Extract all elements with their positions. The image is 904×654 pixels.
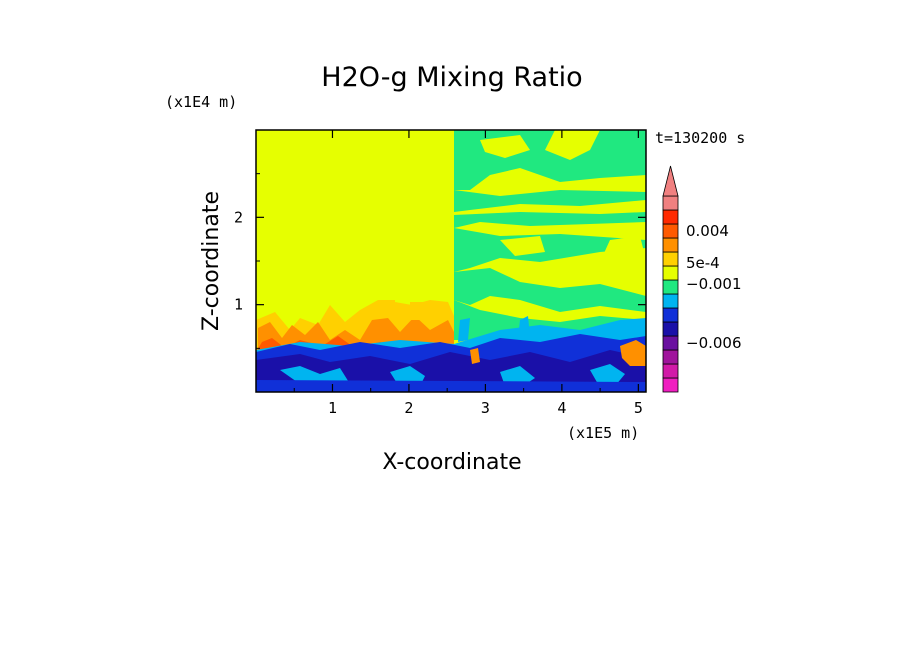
axis-ticks: 1 2 3 4 5 1 2	[234, 130, 646, 417]
orange-right-blobs	[470, 340, 646, 366]
colorbar: 0.004 5e-4 −0.001 −0.006	[662, 165, 742, 393]
colorbar-segment	[662, 237, 679, 253]
colorbar-segment	[662, 251, 679, 267]
colorbar-segment	[662, 195, 679, 211]
colorbar-extend-arrow	[662, 165, 679, 197]
blue-boundary-layer	[256, 334, 646, 392]
colorbar-segment	[662, 349, 679, 365]
colorbar-segment	[662, 307, 679, 323]
x-tick-label: 5	[634, 399, 643, 417]
time-label: t=130200 s	[655, 129, 745, 147]
colorbar-label: 0.004	[686, 222, 729, 240]
colorbar-segment	[662, 293, 679, 309]
colorbar-segment	[662, 377, 679, 393]
colorbar-segment	[662, 223, 679, 239]
colorbar-segment	[662, 335, 679, 351]
plot-area	[256, 130, 646, 392]
colorbar-segment	[662, 209, 679, 225]
y-scale-label: (x1E4 m)	[165, 93, 237, 111]
colorbar-label: −0.001	[686, 275, 742, 293]
x-tick-label: 3	[481, 399, 490, 417]
x-tick-label: 2	[404, 399, 413, 417]
x-axis-label: X-coordinate	[382, 450, 521, 475]
y-axis-label: Z-coordinate	[199, 191, 224, 331]
y-tick-label: 2	[234, 208, 243, 226]
colorbar-segment	[662, 279, 679, 295]
chart-title: H2O-g Mixing Ratio	[321, 62, 582, 93]
colorbar-segment	[662, 363, 679, 379]
colorbar-segment	[662, 321, 679, 337]
y-tick-label: 1	[234, 296, 243, 314]
colorbar-label: −0.006	[686, 334, 742, 352]
x-tick-label: 4	[557, 399, 566, 417]
x-scale-label: (x1E5 m)	[567, 424, 639, 442]
colorbar-label: 5e-4	[686, 254, 720, 272]
colorbar-segment	[662, 265, 679, 281]
x-tick-label: 1	[328, 399, 337, 417]
